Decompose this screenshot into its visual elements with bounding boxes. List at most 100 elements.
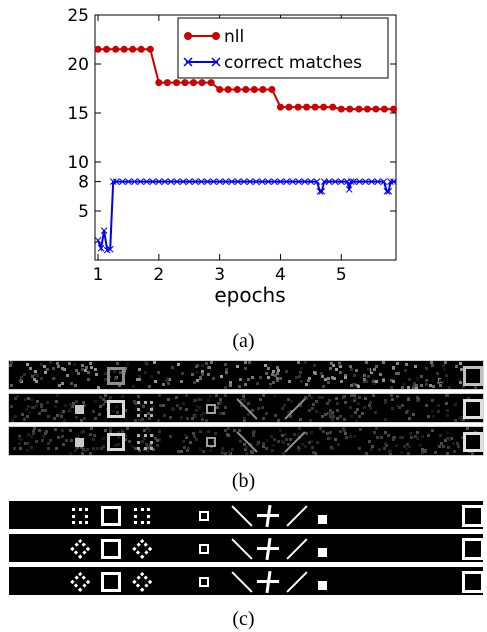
- filter-pixel: [44, 432, 47, 435]
- filter-pixel: [399, 436, 402, 439]
- filter-pixel: [225, 371, 228, 374]
- filter-dot: [318, 581, 328, 590]
- filter-pixel: [81, 368, 84, 371]
- filter-pixel: [180, 416, 183, 419]
- data-point-correct-matches: [119, 178, 126, 185]
- filter-pixel: [358, 396, 361, 399]
- filter-pixel: [196, 364, 199, 367]
- data-point-correct-matches: [345, 186, 353, 193]
- filter-pixel: [259, 398, 262, 401]
- filter-pixel: [96, 447, 99, 450]
- filter-pixel: [20, 376, 23, 379]
- filter-pixel: [282, 441, 285, 444]
- filter-pixel: [40, 377, 43, 380]
- filter-pixel: [36, 400, 39, 403]
- filter-pixel: [368, 440, 371, 443]
- filter-pixel: [93, 434, 96, 437]
- filter-pixel: [55, 400, 58, 403]
- filter-pixel: [373, 382, 376, 385]
- filter-pixel: [243, 399, 246, 402]
- filter-pixel: [109, 396, 112, 399]
- filter-pixel: [171, 366, 174, 369]
- filter-pixel: [409, 432, 412, 435]
- y-tick-label: 5: [78, 202, 89, 222]
- filter-pixel: [353, 374, 356, 377]
- filter-pixel: [403, 383, 406, 386]
- data-point-correct-matches: [350, 178, 357, 185]
- filter-pixel: [219, 401, 222, 404]
- filter-pixel: [339, 415, 342, 418]
- filter-pixel: [420, 375, 423, 378]
- filter-pixel: [395, 444, 398, 447]
- filter-pixel: [193, 381, 196, 384]
- filter-pixel: [436, 372, 439, 375]
- filter-pixel: [257, 407, 260, 410]
- filter-pixel: [459, 362, 462, 365]
- filter-pixel: [370, 448, 373, 451]
- filter-diag-back: [231, 505, 253, 527]
- filter-pixel: [305, 432, 308, 435]
- filter-pixel: [350, 368, 353, 371]
- filter-pixel: [315, 400, 318, 403]
- filter-pixel: [382, 361, 385, 364]
- filter-pixel: [322, 430, 325, 433]
- filter-pixel: [141, 418, 144, 421]
- x-tick-label: 3: [214, 265, 225, 285]
- data-point-correct-matches: [277, 178, 284, 185]
- filter-pixel: [102, 437, 105, 440]
- filter-pixel: [118, 384, 121, 387]
- data-point-nll: [94, 45, 102, 53]
- filter-pixel: [354, 411, 357, 414]
- filter-pixel: [407, 398, 410, 401]
- data-point-correct-matches: [240, 178, 248, 185]
- filter-pixel: [344, 376, 347, 379]
- filter-pixel: [222, 412, 225, 415]
- filter-pixel: [207, 373, 210, 376]
- filter-pixel: [31, 406, 34, 409]
- filter-pixel: [144, 361, 147, 364]
- filter-pixel: [157, 419, 160, 422]
- filter-pixel: [29, 367, 32, 370]
- filter-pixel: [241, 400, 244, 403]
- filter-pixel: [109, 427, 112, 430]
- data-point-correct-matches: [356, 178, 363, 185]
- filter-pixel: [185, 394, 188, 397]
- filter-pixel: [387, 434, 390, 437]
- filter-pixel: [353, 394, 356, 397]
- data-point-correct-matches: [161, 178, 169, 185]
- filter-pixel: [460, 368, 463, 371]
- filter-pixel: [175, 396, 178, 399]
- filter-pixel: [401, 404, 404, 407]
- filter-pixel: [442, 364, 445, 367]
- filter-pixel: [159, 404, 162, 407]
- data-point-correct-matches: [228, 178, 236, 185]
- filter-pixel: [446, 414, 449, 417]
- filter-pixel: [63, 368, 66, 371]
- filter-dashed-square: [134, 508, 151, 524]
- filter-pixel: [18, 435, 21, 438]
- filter-pixel: [401, 436, 404, 439]
- filter-pixel: [202, 450, 205, 453]
- filter-pixel: [283, 404, 286, 407]
- filter-pixel: [56, 414, 59, 417]
- data-point-correct-matches: [390, 178, 397, 185]
- data-point-correct-matches: [258, 178, 266, 185]
- filter-pixel: [202, 412, 205, 415]
- filter-pixel: [195, 438, 198, 441]
- filter-diamond: [70, 538, 91, 560]
- filter-pixel: [273, 438, 276, 441]
- data-point-correct-matches: [210, 178, 217, 185]
- data-point-nll: [294, 103, 302, 111]
- filter-pixel: [369, 407, 372, 410]
- filter-pixel: [26, 363, 29, 366]
- filter-pixel: [239, 440, 242, 443]
- filter-pixel: [277, 369, 280, 372]
- filter-pixel: [138, 378, 141, 381]
- filter-pixel: [245, 446, 248, 449]
- data-point-correct-matches: [204, 178, 211, 185]
- filter-pixel: [384, 401, 387, 404]
- filter-pixel: [114, 444, 117, 447]
- filter-pixel: [344, 401, 347, 404]
- filter-pixel: [53, 417, 56, 420]
- filter-pixel: [448, 386, 451, 389]
